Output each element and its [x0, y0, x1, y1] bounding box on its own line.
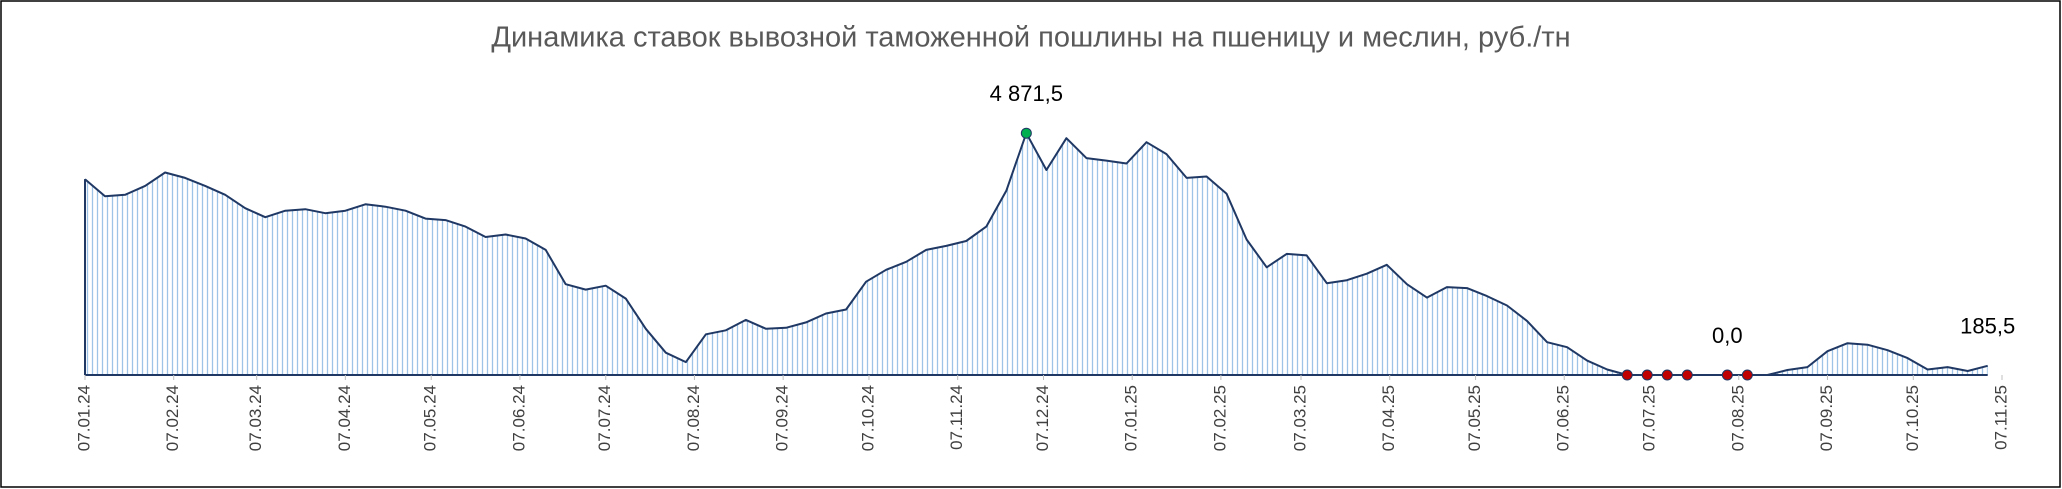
point-marker — [1641, 369, 1653, 381]
x-tick-label: 07.04.24 — [335, 385, 354, 451]
x-tick-label: 07.05.24 — [421, 385, 440, 451]
x-tick-label: 07.10.24 — [858, 385, 877, 451]
x-tick-label: 07.05.25 — [1465, 385, 1484, 451]
point-marker — [1020, 127, 1032, 139]
x-tick-label: 07.07.24 — [595, 385, 614, 451]
x-tick-label: 07.09.24 — [773, 385, 792, 451]
data-label: 4 871,5 — [990, 81, 1063, 106]
x-tick-label: 07.11.25 — [1991, 385, 2010, 450]
data-label: 0,0 — [1712, 323, 1743, 348]
point-marker — [1681, 369, 1693, 381]
point-marker — [1661, 369, 1673, 381]
x-tick-label: 07.11.24 — [947, 385, 966, 450]
x-tick-label: 07.09.25 — [1817, 385, 1836, 451]
point-marker — [1741, 369, 1753, 381]
x-tick-label: 07.06.25 — [1554, 385, 1573, 451]
area-fill — [85, 133, 1988, 375]
x-tick-label: 07.01.25 — [1122, 385, 1141, 451]
x-tick-label: 07.06.24 — [509, 385, 528, 451]
x-tick-label: 07.08.24 — [684, 385, 703, 451]
x-tick-label: 07.02.24 — [163, 385, 182, 451]
point-marker — [1621, 369, 1633, 381]
x-tick-label: 07.01.24 — [74, 385, 93, 451]
x-tick-label: 07.07.25 — [1640, 385, 1659, 451]
x-tick-label: 07.03.25 — [1290, 385, 1309, 451]
x-tick-label: 07.04.25 — [1379, 385, 1398, 451]
x-tick-label: 07.08.25 — [1728, 385, 1747, 451]
point-marker — [1721, 369, 1733, 381]
x-tick-label: 07.02.25 — [1210, 385, 1229, 451]
x-tick-label: 07.10.25 — [1903, 385, 1922, 451]
x-tick-label: 07.03.24 — [246, 385, 265, 451]
x-tick-label: 07.12.24 — [1033, 385, 1052, 451]
chart-title: Динамика ставок вывозной таможенной пошл… — [491, 22, 1570, 54]
data-label: 185,5 — [1960, 314, 2015, 339]
